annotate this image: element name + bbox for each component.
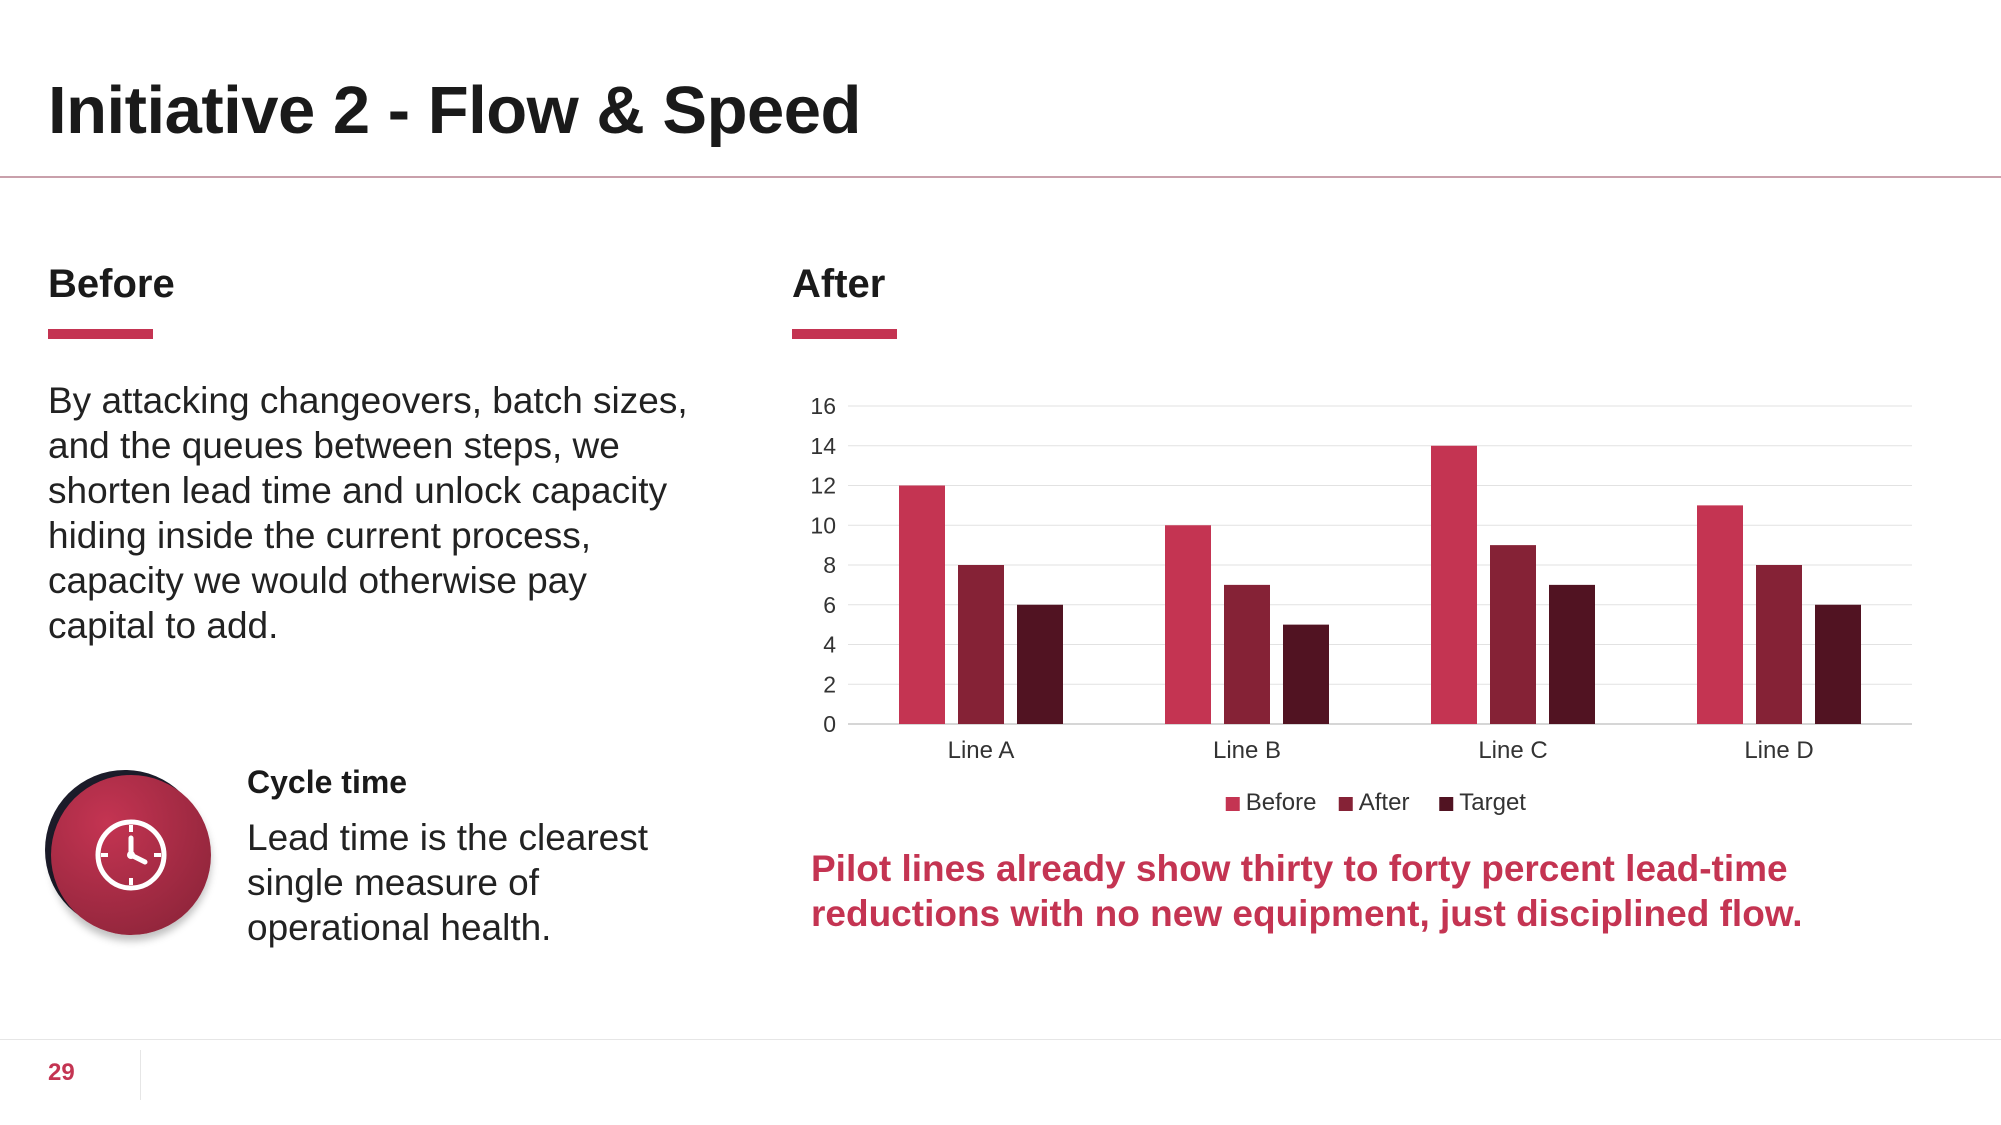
bar-target-line-b	[1283, 624, 1329, 724]
x-tick-label: Line C	[1478, 737, 1547, 764]
callout-text: Pilot lines already show thirty to forty…	[811, 848, 1803, 934]
y-tick-label: 14	[810, 433, 836, 459]
y-tick-label: 0	[823, 711, 836, 737]
y-tick-label: 4	[823, 632, 836, 658]
bar-after-line-d	[1756, 565, 1802, 724]
bar-before-line-c	[1431, 445, 1477, 724]
bar-after-line-c	[1490, 545, 1536, 724]
lead-time-bar-chart: 0 2 4 6 8 10 12 14 16 Line A Line B Line C Line D Bef…	[810, 393, 1912, 816]
y-tick-label: 6	[823, 592, 836, 618]
before-heading: Before	[48, 262, 175, 306]
legend-label-before: Before	[1246, 789, 1317, 816]
legend-swatch-target	[1439, 797, 1454, 811]
footer-vertical-divider	[140, 1050, 141, 1100]
bar-after-line-b	[1224, 584, 1270, 724]
clock-icon	[51, 775, 211, 935]
legend-label-target: Target	[1459, 789, 1526, 816]
metric-title: Cycle time	[247, 764, 408, 800]
metric-icon-badge	[45, 770, 215, 940]
bar-after-line-a	[958, 565, 1004, 724]
before-body-text: By attacking changeovers, batch sizes, a…	[48, 380, 688, 646]
legend-swatch-after	[1338, 797, 1353, 811]
y-tick-label: 16	[810, 393, 836, 419]
bar-target-line-c	[1549, 584, 1595, 724]
after-heading-bar	[792, 329, 897, 339]
y-tick-label: 12	[810, 473, 836, 499]
x-tick-label: Line B	[1213, 737, 1281, 764]
footer-divider	[0, 1039, 2001, 1040]
page-number: 29	[48, 1059, 75, 1086]
x-tick-label: Line D	[1744, 737, 1813, 764]
y-tick-label: 2	[823, 671, 836, 697]
bar-target-line-d	[1815, 604, 1861, 724]
bar-before-line-a	[899, 485, 945, 724]
slide-title: Initiative 2 - Flow & Speed	[48, 73, 861, 148]
after-heading: After	[792, 262, 886, 306]
bar-target-line-a	[1017, 604, 1063, 724]
legend-label-after: After	[1359, 789, 1410, 816]
bar-before-line-b	[1165, 525, 1211, 724]
before-heading-bar	[48, 329, 153, 339]
legend-swatch-before	[1225, 797, 1240, 811]
title-divider	[0, 176, 2001, 178]
metric-description: Lead time is the clearest single measure…	[247, 817, 649, 948]
y-tick-label: 8	[823, 552, 836, 578]
x-tick-label: Line A	[948, 737, 1015, 764]
bar-before-line-d	[1697, 505, 1743, 724]
y-tick-label: 10	[810, 512, 836, 538]
